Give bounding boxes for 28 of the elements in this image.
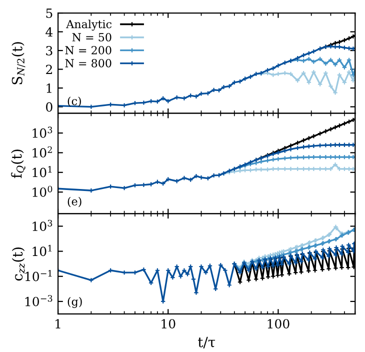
y-tick-label: 10$^{1}$ bbox=[32, 244, 52, 256]
y-tick-label: 1 bbox=[46, 84, 52, 93]
annotation: (e) bbox=[68, 196, 82, 208]
annotation: (g) bbox=[68, 297, 82, 308]
x-tick-label: 100 bbox=[268, 319, 290, 329]
legend-label: N = 800 bbox=[65, 58, 112, 68]
y-tick-label: 4 bbox=[46, 27, 53, 37]
y-axis-title: f$_{Q}$(t) bbox=[11, 150, 26, 178]
legend-label: N = 200 bbox=[65, 46, 112, 54]
y-tick-label: 3 bbox=[46, 46, 52, 56]
y-axis-title: S$_{N/2}$(t) bbox=[12, 42, 26, 84]
x-axis-title: t/τ bbox=[198, 336, 216, 348]
y-tick-label: 2 bbox=[46, 64, 52, 74]
y-tick-label: 5 bbox=[46, 8, 52, 18]
x-tick-label: 1 bbox=[56, 319, 60, 328]
y-tick-label: 10$^{1}$ bbox=[32, 166, 52, 178]
y-tick-label: 0 bbox=[46, 102, 52, 112]
legend-label: Analytic bbox=[66, 20, 112, 31]
y-tick-label: 10$^{2}$ bbox=[32, 146, 52, 158]
x-tick-label: 10 bbox=[162, 319, 176, 329]
annotation: (c) bbox=[68, 96, 81, 107]
y-tick-label: 10$^{3}$ bbox=[32, 126, 52, 138]
y-axis-title: c$_{zz}$(t) bbox=[12, 247, 25, 281]
y-tick-label: 10$^{−1}$ bbox=[25, 270, 52, 282]
y-tick-label: 10$^{3}$ bbox=[32, 220, 52, 232]
y-tick-label: 10$^{0}$ bbox=[32, 186, 52, 197]
y-tick-label: 10$^{−3}$ bbox=[25, 295, 52, 306]
legend-label: N = 50 bbox=[72, 33, 112, 42]
